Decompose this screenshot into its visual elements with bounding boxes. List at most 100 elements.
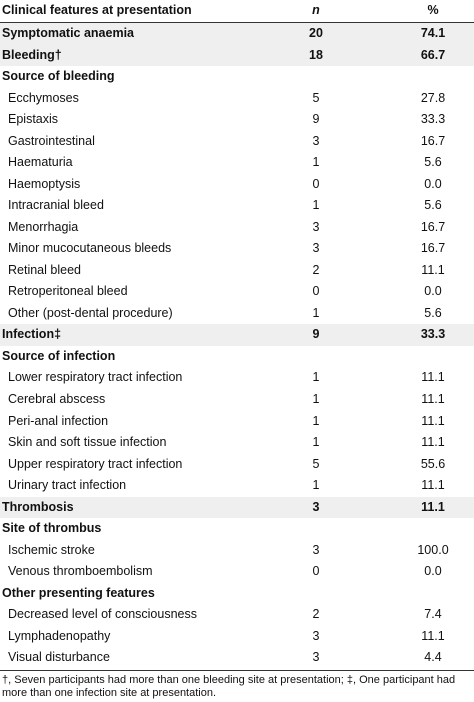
row-label: Upper respiratory tract infection: [8, 456, 183, 471]
item-row: Lower respiratory tract infection 1 11.1: [0, 367, 474, 389]
row-pct: 0.0: [424, 284, 442, 299]
row-label: Gastrointestinal: [8, 133, 95, 148]
item-row: Cerebral abscess 1 11.1: [0, 389, 474, 411]
item-row: Ischemic stroke 3 100.0: [0, 540, 474, 562]
row-n: 2: [312, 262, 320, 277]
row-label: Decreased level of consciousness: [8, 607, 197, 622]
header-feature: Clinical features at presentation: [2, 3, 192, 17]
bottom-rule: [0, 669, 474, 671]
row-label: Skin and soft tissue infection: [8, 435, 167, 450]
row-pct: 11.1: [421, 499, 445, 514]
item-row: Skin and soft tissue infection 1 11.1: [0, 432, 474, 454]
row-pct: 16.7: [420, 241, 446, 256]
row-label: Menorrhagia: [8, 219, 79, 234]
row-label: Visual disturbance: [8, 650, 110, 665]
row-pct: 74.1: [420, 26, 446, 40]
row-n: 5: [312, 90, 320, 105]
row-n: 1: [312, 392, 320, 406]
item-row: Menorrhagia 3 16.7: [0, 217, 474, 239]
header-n: n: [312, 3, 320, 17]
row-pct: 11.1: [421, 413, 445, 428]
row-label: Other (post-dental procedure): [8, 305, 173, 320]
row-n: 0: [312, 284, 320, 299]
row-n: 3: [312, 499, 320, 514]
row-label: Thrombosis: [2, 499, 74, 514]
item-row: Venous thromboembolism 0 0.0: [0, 561, 474, 583]
subheading-row: Site of thrombus: [0, 518, 474, 540]
row-pct: 11.1: [421, 392, 445, 406]
row-n: 1: [312, 370, 320, 385]
row-n: 2: [312, 607, 320, 622]
row-label: Minor mucocutaneous bleeds: [8, 241, 172, 256]
row-label: Bleeding†: [2, 47, 62, 62]
header-pct: %: [427, 3, 439, 17]
item-row: Peri-anal infection 1 11.1: [0, 411, 474, 433]
row-pct: 33.3: [420, 112, 446, 127]
row-n: 0: [312, 176, 320, 191]
row-pct: 27.8: [420, 90, 446, 105]
row-label: Lymphadenopathy: [8, 628, 111, 643]
subheading-label: Site of thrombus: [2, 521, 102, 536]
row-n: 1: [312, 305, 320, 320]
row-n: 9: [312, 112, 320, 127]
item-row: Urinary tract infection 1 11.1: [0, 475, 474, 497]
item-row: Minor mucocutaneous bleeds 3 16.7: [0, 238, 474, 260]
row-label: Venous thromboembolism: [8, 564, 153, 579]
row-label: Cerebral abscess: [8, 392, 106, 406]
section-row: Symptomatic anaemia 20 74.1: [0, 23, 474, 45]
item-row: Ecchymoses 5 27.8: [0, 88, 474, 110]
row-pct: 4.4: [424, 650, 442, 665]
footnote: †, Seven participants had more than one …: [2, 674, 456, 699]
row-label: Lower respiratory tract infection: [8, 370, 183, 385]
row-label: Other presenting features: [2, 585, 155, 600]
row-n: 9: [312, 327, 320, 342]
row-label: Ischemic stroke: [8, 542, 95, 557]
row-pct: 7.4: [424, 607, 442, 622]
row-pct: 16.7: [420, 133, 446, 148]
row-pct: 0.0: [424, 564, 442, 579]
row-pct: 5.6: [424, 198, 442, 213]
item-row: Haemoptysis 0 0.0: [0, 174, 474, 196]
section-row: Other presenting features: [0, 583, 474, 605]
row-n: 20: [309, 26, 323, 40]
subheading-label: Source of infection: [2, 348, 116, 363]
row-n: 1: [312, 413, 320, 428]
row-n: 3: [312, 219, 320, 234]
item-row: Upper respiratory tract infection 5 55.6: [0, 454, 474, 476]
row-pct: 5.6: [424, 305, 442, 320]
row-n: 3: [312, 542, 320, 557]
row-label: Intracranial bleed: [8, 198, 104, 213]
row-label: Peri-anal infection: [8, 413, 109, 428]
row-pct: 66.7: [420, 47, 446, 62]
row-n: 5: [312, 456, 320, 471]
row-pct: 55.6: [420, 456, 446, 471]
row-label: Epistaxis: [8, 112, 59, 127]
row-pct: 11.1: [421, 628, 445, 643]
row-label: Haemoptysis: [8, 176, 81, 191]
item-row: Visual disturbance 3 4.4: [0, 647, 474, 669]
item-row: Haematuria 1 5.6: [0, 152, 474, 174]
row-pct: 11.1: [421, 370, 445, 385]
row-label: Ecchymoses: [8, 90, 79, 105]
section-row: Infection‡ 9 33.3: [0, 324, 474, 346]
subheading-row: Source of bleeding: [0, 66, 474, 88]
row-n: 3: [312, 241, 320, 256]
row-n: 1: [312, 478, 320, 493]
row-n: 1: [312, 155, 320, 170]
row-n: 1: [312, 198, 320, 213]
item-row: Intracranial bleed 1 5.6: [0, 195, 474, 217]
item-row: Retroperitoneal bleed 0 0.0: [0, 281, 474, 303]
row-pct: 11.1: [421, 435, 445, 450]
row-n: 3: [312, 650, 320, 665]
row-label: Haematuria: [8, 155, 73, 170]
row-label: Retinal bleed: [8, 262, 81, 277]
row-pct: 100.0: [417, 542, 449, 557]
subheading-label: Source of bleeding: [2, 69, 115, 84]
section-row: Bleeding† 18 66.7: [0, 44, 474, 67]
row-n: 1: [312, 435, 320, 450]
row-label: Symptomatic anaemia: [2, 26, 134, 40]
row-pct: 16.7: [420, 219, 446, 234]
row-pct: 11.1: [421, 478, 445, 493]
row-n: 3: [312, 628, 320, 643]
